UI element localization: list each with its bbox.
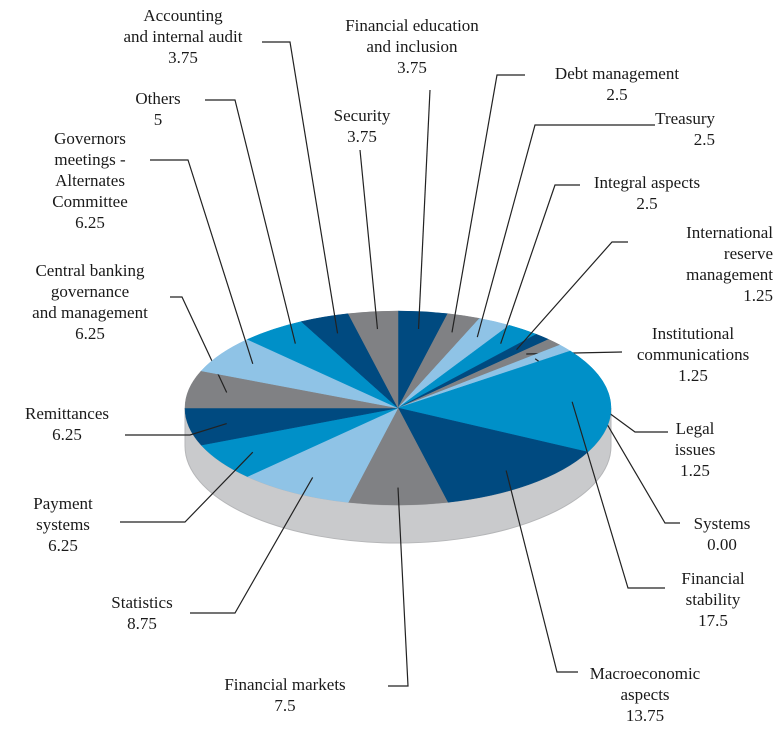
slice-label: Systems 0.00 bbox=[694, 513, 751, 555]
value-label: 5 bbox=[153, 110, 163, 129]
pie-slice bbox=[347, 407, 449, 506]
category-label: International reserve management bbox=[686, 223, 773, 284]
pie-slice bbox=[347, 310, 399, 409]
category-label: Macroeconomic aspects bbox=[589, 664, 701, 704]
slice-label: Financial education and inclusion 3.75 bbox=[345, 15, 479, 78]
category-label: Financial stability bbox=[681, 569, 745, 609]
slice-label: Integral aspects 2.5 bbox=[594, 172, 700, 214]
value-label: 6.25 bbox=[75, 324, 105, 343]
slice-label: International reserve management 1.25 bbox=[686, 222, 773, 306]
category-label: Statistics bbox=[111, 593, 173, 612]
category-label: Treasury bbox=[655, 109, 715, 128]
value-label: 3.75 bbox=[168, 48, 198, 67]
category-label: Payment systems bbox=[33, 494, 93, 534]
leader-line bbox=[476, 124, 655, 338]
slice-label: Security 3.75 bbox=[334, 105, 391, 147]
value-label: 17.5 bbox=[698, 611, 728, 630]
value-label: 6.25 bbox=[75, 213, 105, 232]
slice-label: Institutional communications 1.25 bbox=[637, 323, 749, 386]
category-label: Governors meetings - Alternates Committe… bbox=[52, 129, 128, 211]
leader-line bbox=[417, 89, 431, 330]
leader-line bbox=[120, 451, 254, 523]
leader-line bbox=[516, 241, 628, 350]
category-label: Systems bbox=[693, 514, 751, 533]
slice-label: Accounting and internal audit 3.75 bbox=[124, 5, 243, 68]
slice-label: Remittances 6.25 bbox=[25, 403, 109, 445]
category-label: Institutional communications bbox=[636, 324, 750, 364]
slice-label: Financial stability 17.5 bbox=[681, 568, 744, 631]
value-label: 6.25 bbox=[48, 536, 78, 555]
value-label: 6.25 bbox=[52, 425, 82, 444]
leader-line bbox=[388, 487, 409, 687]
value-label: 13.75 bbox=[625, 706, 665, 725]
leader-line bbox=[125, 422, 227, 436]
slice-label: Macroeconomic aspects 13.75 bbox=[590, 663, 700, 726]
pie-slice bbox=[397, 407, 589, 503]
category-label: Central banking governance and managemen… bbox=[32, 261, 148, 322]
value-label: 2.5 bbox=[606, 85, 628, 104]
slice-label: Financial markets 7.5 bbox=[224, 674, 345, 716]
leader-line bbox=[500, 184, 580, 344]
slice-label: Debt management 2.5 bbox=[555, 63, 679, 105]
slice-label: Treasury 2.5 bbox=[655, 108, 715, 150]
category-label: Accounting and internal audit bbox=[123, 6, 243, 46]
value-label: 1.25 bbox=[678, 366, 708, 385]
category-label: Financial education and inclusion bbox=[345, 16, 479, 56]
value-label: 1.25 bbox=[680, 461, 710, 480]
value-label: 7.5 bbox=[274, 696, 296, 715]
leader-line bbox=[262, 41, 339, 334]
value-label: 3.75 bbox=[347, 127, 377, 146]
category-label: Others bbox=[135, 89, 181, 108]
pie-slice bbox=[246, 407, 399, 503]
leader-line bbox=[571, 401, 665, 589]
category-label: Remittances bbox=[24, 404, 110, 423]
value-label: 1.25 bbox=[743, 286, 773, 305]
leader-line bbox=[505, 470, 578, 673]
category-label: Debt management bbox=[554, 64, 680, 83]
slice-label: Others 5 bbox=[135, 88, 180, 130]
value-label: 8.75 bbox=[127, 614, 157, 633]
slice-label: Statistics 8.75 bbox=[111, 592, 172, 634]
value-label: 0.00 bbox=[707, 535, 737, 554]
value-label: 2.5 bbox=[693, 130, 715, 149]
slice-label: Legal issues 1.25 bbox=[675, 418, 716, 481]
category-label: Financial markets bbox=[224, 675, 346, 694]
slice-label: Payment systems 6.25 bbox=[33, 493, 93, 556]
leader-line bbox=[190, 477, 314, 614]
leader-line bbox=[451, 74, 525, 333]
value-label: 2.5 bbox=[636, 194, 658, 213]
leader-line bbox=[359, 149, 379, 330]
slice-label: Governors meetings - Alternates Committe… bbox=[52, 128, 128, 233]
category-label: Legal issues bbox=[674, 419, 716, 459]
category-label: Integral aspects bbox=[593, 173, 701, 192]
pie-slice bbox=[397, 350, 612, 453]
value-label: 3.75 bbox=[397, 58, 427, 77]
slice-label: Central banking governance and managemen… bbox=[32, 260, 148, 344]
leader-line bbox=[150, 159, 254, 364]
leader-line bbox=[205, 99, 296, 344]
category-label: Security bbox=[333, 106, 391, 125]
